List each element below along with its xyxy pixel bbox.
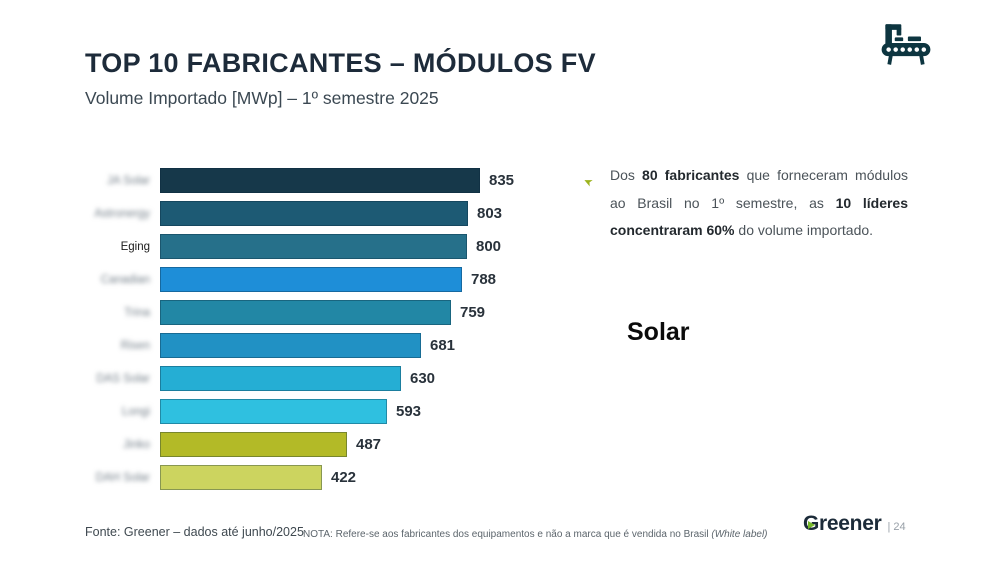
chart-row: Eging 800: [85, 234, 514, 259]
bar-value: 803: [477, 205, 503, 222]
bar: [160, 399, 387, 424]
bar-value: 630: [410, 370, 436, 387]
note-text: NOTA: Refere-se aos fabricantes dos equi…: [303, 529, 768, 540]
bar-label: Longi: [121, 405, 150, 418]
source-text: Fonte: Greener – dados até junho/2025: [85, 525, 304, 539]
arrow-bullet-icon: ➤: [581, 174, 596, 189]
annotation-segment: do volume importado.: [734, 222, 874, 238]
page-number: | 24: [887, 521, 906, 533]
bar-value: 788: [471, 271, 497, 288]
bar-value: 422: [331, 469, 357, 486]
bar-label: JA Solar: [107, 174, 150, 187]
factory-conveyor-icon: [881, 24, 931, 65]
chart-row: JA Solar 835: [85, 168, 514, 193]
bar-label: Astronergy: [94, 207, 150, 220]
annotation-block: ➤ Dos 80 fabricantes que forneceram módu…: [582, 162, 908, 245]
bar-label: DAS Solar: [96, 372, 150, 385]
bar-chart: JA Solar 835 Astronergy 803 Eging 800 Canadian…: [85, 168, 514, 490]
chart-row: Canadian 788: [85, 267, 514, 292]
bar-label: Canadian: [100, 273, 150, 286]
bar-value: 759: [460, 304, 486, 321]
bar: [160, 234, 467, 259]
chart-row: Astronergy 803: [85, 201, 514, 226]
chart-row: Risen 681: [85, 333, 514, 358]
greener-logo-rest: reener: [819, 512, 882, 535]
annotation-segment: que forneceram módulos ao Brasil no 1º s…: [610, 167, 908, 211]
bar-label: DAH Solar: [95, 471, 150, 484]
note-italic: (White label): [711, 529, 768, 540]
annotation-segment: 10 líderes concentraram 60%: [610, 194, 908, 239]
bar-value: 487: [356, 436, 382, 453]
chart-row: DAS Solar 630: [85, 366, 514, 391]
chart-row: Longi 593: [85, 399, 514, 424]
bar-label: Jinko: [123, 438, 150, 451]
bar: [160, 300, 451, 325]
chart-row: Trina 759: [85, 300, 514, 325]
note-prefix: NOTA: Refere-se aos fabricantes dos equi…: [303, 529, 712, 540]
chart-row: Jinko 487: [85, 432, 514, 457]
bar-label: Eging: [120, 240, 150, 253]
chart-row: DAH Solar 422: [85, 465, 514, 490]
bar-value: 800: [476, 238, 502, 255]
annotation-segment: Dos: [610, 167, 643, 183]
bar-label: Risen: [120, 339, 150, 352]
bar: [160, 168, 480, 193]
bar: [160, 465, 322, 490]
bar-label: Trina: [124, 306, 150, 319]
annotation-text: Dos 80 fabricantes que forneceram módulo…: [610, 162, 908, 245]
bar: [160, 333, 421, 358]
bar-value: 593: [396, 403, 422, 420]
bar: [160, 366, 401, 391]
bar: [160, 267, 462, 292]
page-title: TOP 10 FABRICANTES – MÓDULOS FV: [85, 48, 596, 78]
bar: [160, 201, 468, 226]
solar-overlay-text: Solar: [627, 318, 690, 346]
greener-logo: Greener | 24: [803, 512, 906, 536]
bar-value: 681: [430, 337, 456, 354]
annotation-segment: 80 fabricantes: [642, 167, 740, 183]
greener-logo-text: Greener: [803, 512, 882, 536]
page-subtitle: Volume Importado [MWp] – 1º semestre 202…: [85, 88, 439, 108]
bar-value: 835: [489, 172, 515, 189]
greener-logo-g-accent: G: [803, 512, 820, 535]
bar: [160, 432, 347, 457]
